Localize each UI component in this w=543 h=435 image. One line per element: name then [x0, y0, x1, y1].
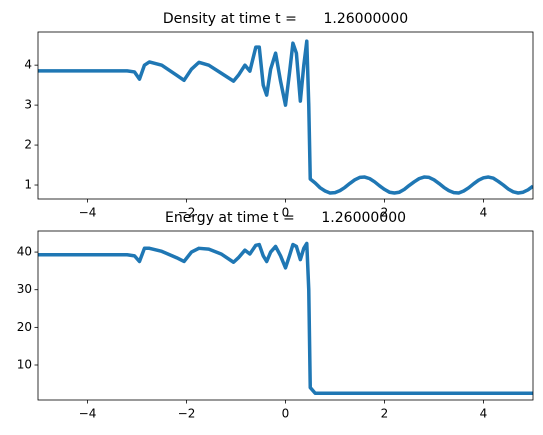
y-tick-label: 1	[24, 178, 32, 192]
chart-title: Density at time t = 1.26000000	[163, 11, 408, 27]
data-line	[38, 241, 533, 395]
axes-frame	[37, 31, 534, 200]
x-tick-label: 2	[381, 206, 389, 220]
y-tick-label: 4	[24, 58, 32, 72]
x-tick-label: −2	[178, 407, 196, 421]
y-tick-label: 30	[17, 282, 32, 296]
y-tick-label: 40	[17, 245, 32, 259]
x-tick-label: 4	[480, 206, 488, 220]
x-tick-label: −4	[79, 407, 97, 421]
y-tick-label: 20	[17, 320, 32, 334]
x-tick-label: −4	[79, 206, 97, 220]
data-line	[38, 39, 533, 195]
x-tick-label: 0	[282, 407, 290, 421]
chart-title: Energy at time t = 1.26000000	[165, 210, 406, 226]
x-tick-label: 4	[480, 407, 488, 421]
y-tick-label: 2	[24, 138, 32, 152]
y-tick-label: 10	[17, 357, 32, 371]
y-tick-label: 3	[24, 98, 32, 112]
x-tick-label: 2	[381, 407, 389, 421]
x-tick-label: 0	[282, 206, 290, 220]
x-tick-label: −2	[178, 206, 196, 220]
